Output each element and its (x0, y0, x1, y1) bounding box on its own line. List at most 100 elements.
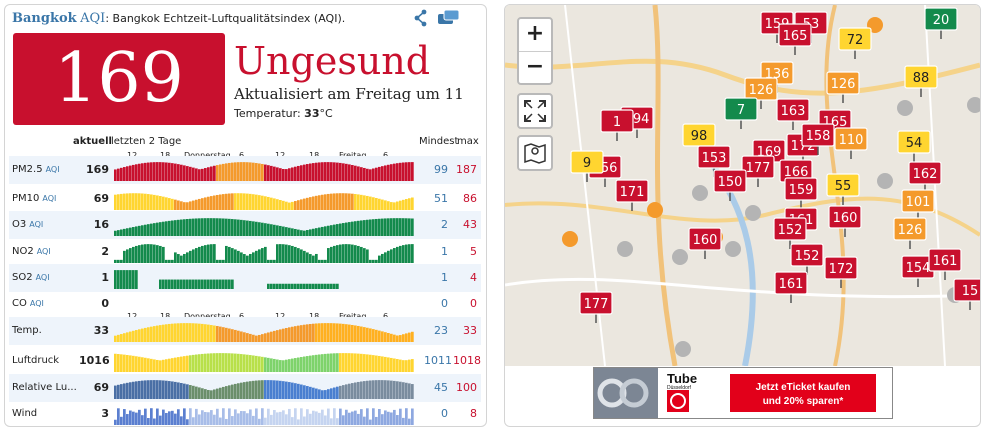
map-layers-button[interactable] (517, 135, 553, 171)
pollutant-row[interactable]: Luftdruck 1016 1011 1018 (9, 347, 481, 375)
history-sparkline[interactable] (114, 320, 416, 342)
pollutant-max-value: 43 (463, 218, 477, 231)
pollutant-row[interactable]: O3 AQI 16 2 43 (9, 211, 481, 239)
station-marker[interactable]: 15 (953, 278, 980, 310)
station-marker[interactable]: 54 (897, 130, 931, 162)
station-marker[interactable]: 166 (779, 159, 813, 191)
pollutant-row[interactable]: SO2 AQI 1 1 4 (9, 264, 481, 292)
station-marker[interactable]: 160 (828, 205, 862, 237)
sparkline-bar (171, 163, 174, 181)
station-marker[interactable]: 152 (773, 217, 807, 249)
pollutant-row[interactable]: CO AQI 0 0 0 (9, 290, 481, 318)
station-marker[interactable]: 160 (688, 227, 722, 259)
sparkline-bar (351, 324, 354, 342)
station-marker[interactable]: 7 (724, 97, 758, 129)
station-dot[interactable] (562, 231, 578, 247)
station-marker[interactable]: 72 (838, 27, 872, 59)
pollutant-row[interactable]: Wind 3 0 8 (9, 400, 481, 426)
pollutant-row[interactable]: NO2 AQI 2 1 5 (9, 238, 481, 266)
station-marker[interactable]: 9 (570, 150, 604, 182)
sparkline-bar (222, 386, 225, 399)
pollutant-row[interactable]: PM10 AQI 69 51 86 (9, 185, 481, 213)
sparkline-bar (123, 383, 126, 399)
station-marker[interactable]: 171 (615, 179, 649, 211)
pollutant-current-value: 1016 (79, 354, 110, 367)
ad-cta-box[interactable] (730, 374, 876, 412)
city-name[interactable]: Bangkok (12, 11, 77, 26)
advertisement-banner[interactable]: Tube Düsseldorf Jetzt eTicket kaufen und… (593, 367, 893, 419)
sparkline-bar (162, 196, 165, 210)
marker-value: 54 (906, 136, 923, 151)
station-marker[interactable]: 110 (834, 127, 868, 159)
zoom-in-button[interactable]: + (525, 21, 545, 46)
sparkline-bar (147, 244, 150, 263)
sparkline-bar (117, 230, 120, 236)
marker-value: 126 (898, 223, 923, 238)
sparkline-bar (336, 283, 339, 289)
aqi-map[interactable]: 1595316572208813612612671631651941981691… (505, 5, 980, 366)
station-marker[interactable]: 1 (600, 109, 634, 141)
station-dot[interactable] (672, 249, 688, 265)
history-sparkline[interactable] (114, 159, 416, 181)
sparkline-bar (237, 219, 240, 236)
station-dot[interactable] (877, 173, 893, 189)
station-marker[interactable]: 152 (790, 243, 824, 275)
station-marker[interactable]: 101 (901, 189, 935, 221)
chat-icon[interactable] (437, 9, 461, 27)
station-marker[interactable]: 172 (824, 256, 858, 288)
station-marker[interactable]: 163 (776, 98, 810, 130)
sparkline-bar (396, 163, 399, 181)
pollutant-row[interactable]: Relative Lu... 69 45 100 (9, 374, 481, 402)
station-marker[interactable]: 98 (682, 123, 716, 155)
history-sparkline[interactable] (114, 241, 416, 263)
history-sparkline[interactable] (114, 214, 416, 236)
map-canvas[interactable]: 1595316572208813612612671631651941981691… (505, 5, 980, 366)
history-sparkline[interactable] (114, 350, 416, 372)
station-marker[interactable]: 154 (901, 255, 935, 287)
station-marker[interactable]: 126 (826, 71, 860, 103)
history-sparkline[interactable] (114, 403, 416, 425)
station-dot[interactable] (675, 341, 691, 357)
fullscreen-button[interactable] (517, 93, 553, 129)
station-marker[interactable]: 126 (744, 77, 778, 109)
station-dot[interactable] (967, 97, 980, 113)
pollutant-row[interactable]: Temp. 33 23 33 (9, 317, 481, 345)
history-sparkline[interactable] (114, 377, 416, 399)
sparkline-bar (186, 384, 189, 399)
station-marker[interactable]: 161 (928, 248, 962, 280)
station-marker[interactable]: 55 (826, 173, 860, 205)
station-marker[interactable]: 153 (697, 145, 731, 177)
sparkline-bar (246, 162, 249, 181)
pollutant-row[interactable]: PM2.5 AQI 169 99 187 (9, 156, 481, 184)
station-dot[interactable] (725, 241, 741, 257)
sparkline-bar (279, 329, 282, 342)
station-marker[interactable]: 150 (713, 169, 747, 201)
history-sparkline[interactable] (114, 293, 416, 315)
station-dot[interactable] (647, 202, 663, 218)
sparkline-bar (264, 333, 267, 342)
station-marker[interactable]: 177 (579, 291, 613, 323)
zoom-out-button[interactable]: − (519, 51, 551, 84)
station-marker[interactable]: 20 (924, 7, 958, 39)
history-sparkline[interactable] (114, 188, 416, 210)
sparkline-bar (234, 329, 237, 342)
station-dot[interactable] (617, 241, 633, 257)
station-dot[interactable] (897, 100, 913, 116)
station-marker[interactable]: 88 (904, 65, 938, 97)
sparkline-bar (177, 357, 180, 372)
station-marker[interactable]: 162 (908, 161, 942, 193)
sparkline-bar (258, 380, 261, 399)
sparkline-bar (384, 252, 387, 263)
sparkline-bar (132, 164, 135, 181)
station-marker[interactable]: 158 (801, 123, 835, 155)
station-marker[interactable]: 177 (741, 155, 775, 187)
sparkline-bar (324, 283, 327, 289)
station-dot[interactable] (745, 205, 761, 221)
station-marker[interactable]: 165 (778, 23, 812, 55)
share-icon[interactable] (413, 9, 429, 27)
sparkline-bar (213, 244, 216, 263)
station-dot[interactable] (692, 185, 708, 201)
station-marker[interactable]: 161 (774, 271, 808, 303)
station-marker[interactable]: 126 (893, 217, 927, 249)
history-sparkline[interactable] (114, 267, 416, 289)
